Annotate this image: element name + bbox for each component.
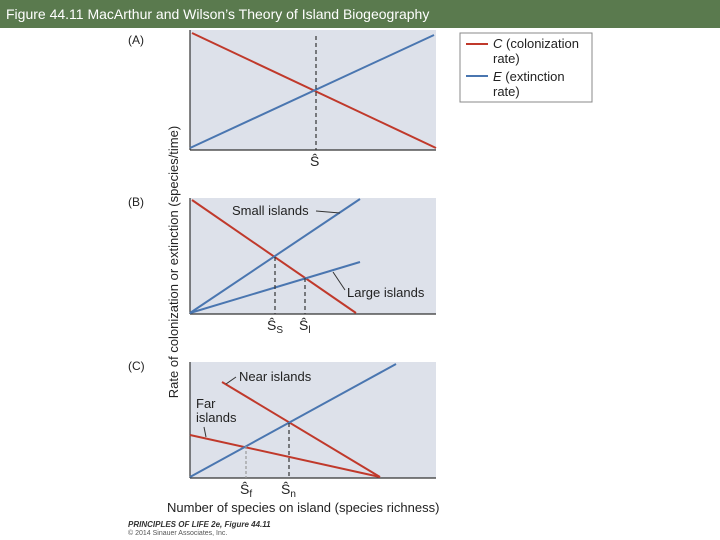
figure-title: Figure 44.11 MacArthur and Wilson’s Theo… <box>6 6 430 22</box>
panel-a-s-hat-label: Ŝ <box>310 153 319 169</box>
panel-c-background <box>190 362 436 478</box>
panel-c-s-hat-f-label: Ŝf <box>240 481 252 500</box>
panel-b-s-hat-s-label: ŜS <box>267 317 283 336</box>
far-islands-label-1: Far <box>196 396 216 411</box>
title-bar: Figure 44.11 MacArthur and Wilson’s Theo… <box>0 0 720 28</box>
near-islands-leader-line <box>225 376 237 385</box>
panel-b-s-hat-l-label: Ŝl <box>299 317 311 336</box>
panel-c-label: (C) <box>128 359 145 373</box>
panel-b-background <box>190 198 436 314</box>
far-islands-leader-line <box>203 426 207 438</box>
panel-b-label: (B) <box>128 195 144 209</box>
small-islands-label: Small islands <box>232 203 309 218</box>
panel-c-s-hat-n-label: Ŝn <box>281 481 296 500</box>
y-axis-title: Rate of colonization or extinction (spec… <box>166 126 181 398</box>
panel-c-near-islands-colonization-line <box>221 381 381 478</box>
large-islands-label: Large islands <box>347 285 425 300</box>
legend-colonization-label: C (colonization <box>493 36 579 51</box>
legend-extinction-label: E (extinction <box>493 69 565 84</box>
far-islands-label-2: islands <box>196 410 237 425</box>
panel-c-far-islands-colonization-line <box>189 434 381 478</box>
credit-line-2: © 2014 Sinauer Associates, Inc. <box>128 530 228 537</box>
small-islands-leader-line <box>315 210 341 214</box>
x-axis-title: Number of species on island (species ric… <box>167 500 439 515</box>
panel-c-extinction-line <box>189 363 397 478</box>
legend-colonization-label-2: rate) <box>493 51 520 66</box>
credit-line-1: PRINCIPLES OF LIFE 2e, Figure 44.11 <box>128 520 271 529</box>
large-islands-leader-line <box>332 271 346 291</box>
near-islands-label: Near islands <box>239 369 312 384</box>
panel-a-label: (A) <box>128 33 144 47</box>
panel-a-extinction-line <box>189 34 435 149</box>
panel-b-small-islands-extinction-line <box>189 198 361 314</box>
legend-extinction-label-2: rate) <box>493 84 520 99</box>
